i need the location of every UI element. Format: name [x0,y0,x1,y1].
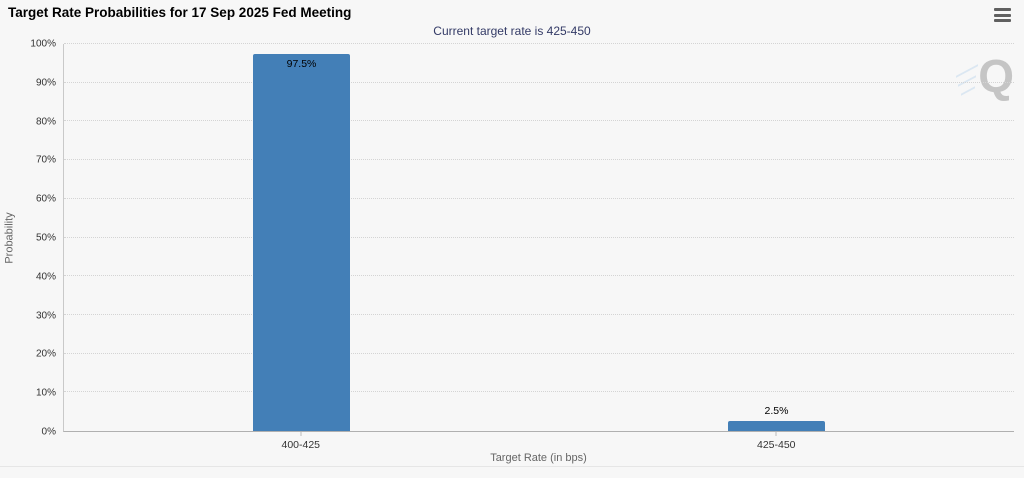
gridline-60 [64,197,1014,199]
y-tick-label-10: 10% [35,387,56,399]
y-tick-label-100: 100% [30,38,56,50]
x-tick-400-425 [300,432,302,436]
chart-subtitle: Current target rate is 425-450 [433,24,591,38]
bar-value-label-400-425: 97.5% [286,57,317,70]
x-axis-labels: 400-425 425-450 [63,432,1014,456]
y-tick-label-90: 90% [35,77,56,89]
x-tick-425-450 [775,432,777,436]
bar-value-label-425-450: 2.5% [764,405,789,418]
gridline-30 [64,313,1014,315]
gridline-80 [64,120,1014,122]
chart-title: Target Rate Probabilities for 17 Sep 202… [8,5,352,20]
y-tick-label-20: 20% [35,348,56,360]
x-tick-label-400-425: 400-425 [281,439,321,451]
y-tick-label-30: 30% [35,310,56,322]
y-tick-label-0: 0% [41,426,56,438]
y-tick-label-40: 40% [35,271,56,283]
y-axis-title-wrap: Probability [2,44,18,432]
y-tick-label-70: 70% [35,154,56,166]
y-tick-label-60: 60% [35,193,56,205]
gridline-50 [64,236,1014,238]
y-tick-label-80: 80% [35,116,56,128]
watermark-letter: Q [978,50,1014,102]
quikstrike-q-watermark: Q [956,48,1016,106]
y-axis-title: Probability [4,212,17,264]
y-axis-labels: 0% 10% 20% 30% 40% 50% 60% 70% 80% 90% 100% [0,39,56,438]
bar-425-450[interactable] [728,421,825,431]
plot-area: 97.5% 2.5% [63,43,1014,432]
gridline-20 [64,352,1014,354]
x-axis-title: Target Rate (in bps) [490,452,587,464]
gridline-40 [64,275,1014,277]
gridline-100 [64,43,1014,44]
gridline-90 [64,81,1014,83]
bottom-divider [0,466,1024,467]
y-tick-label-50: 50% [35,232,56,244]
chart-context-menu-button[interactable] [992,6,1014,24]
x-tick-label-425-450: 425-450 [756,439,796,451]
bar-400-425[interactable] [253,53,350,431]
gridline-70 [64,159,1014,161]
hamburger-icon [994,8,1011,11]
gridline-10 [64,391,1014,393]
